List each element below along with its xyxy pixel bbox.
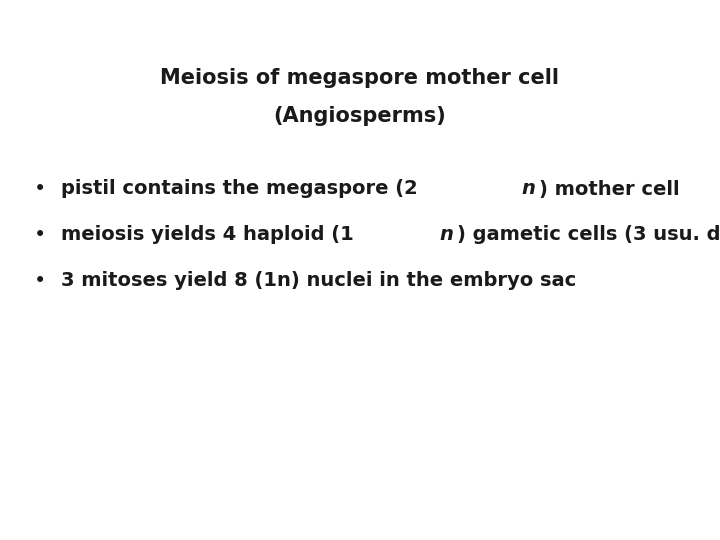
Text: Meiosis of megaspore mother cell: Meiosis of megaspore mother cell xyxy=(161,68,559,89)
Text: n: n xyxy=(439,225,453,245)
Text: meiosis yields 4 haploid (1: meiosis yields 4 haploid (1 xyxy=(61,225,354,245)
Text: n: n xyxy=(521,179,536,199)
Text: pistil contains the megaspore (2: pistil contains the megaspore (2 xyxy=(61,179,418,199)
Text: ) gametic cells (3 usu. die): ) gametic cells (3 usu. die) xyxy=(457,225,720,245)
Text: 3 mitoses yield 8 (1n) nuclei in the embryo sac: 3 mitoses yield 8 (1n) nuclei in the emb… xyxy=(61,271,577,291)
Text: •: • xyxy=(33,179,46,199)
Text: (Angiosperms): (Angiosperms) xyxy=(274,106,446,126)
Text: ) mother cell: ) mother cell xyxy=(539,179,680,199)
Text: •: • xyxy=(33,271,46,291)
Text: •: • xyxy=(33,225,46,245)
